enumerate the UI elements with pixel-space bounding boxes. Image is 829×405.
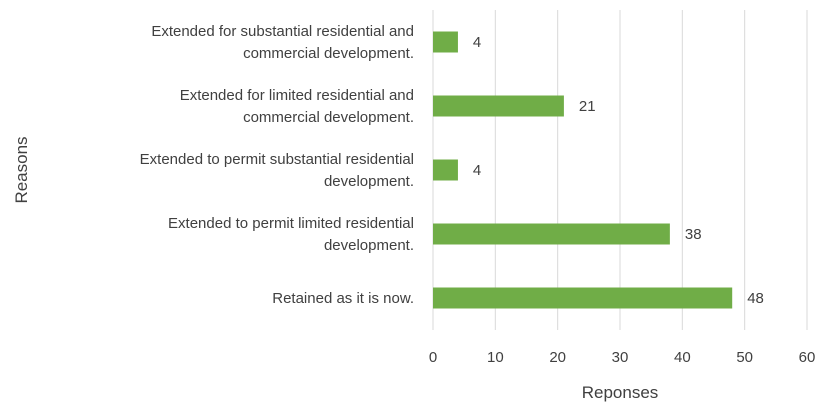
category-label: commercial development. bbox=[243, 45, 414, 62]
bar bbox=[433, 159, 458, 181]
x-tick-label: 0 bbox=[429, 349, 437, 366]
bar bbox=[433, 287, 733, 309]
y-axis-title: Reasons bbox=[12, 136, 31, 203]
data-label: 38 bbox=[685, 226, 702, 243]
x-tick-label: 30 bbox=[612, 349, 629, 366]
x-tick-labels: 0 10 20 30 40 50 60 bbox=[429, 349, 816, 366]
x-tick-label: 60 bbox=[799, 349, 816, 366]
data-label: 4 bbox=[473, 162, 481, 179]
data-labels: 4 21 4 38 48 bbox=[473, 34, 764, 307]
bar bbox=[433, 95, 564, 117]
category-label: Extended to permit substantial residenti… bbox=[140, 151, 414, 168]
x-tick-label: 20 bbox=[549, 349, 566, 366]
category-label: Extended for substantial residential and bbox=[151, 23, 414, 40]
data-label: 4 bbox=[473, 34, 481, 51]
x-tick-label: 10 bbox=[487, 349, 504, 366]
gridlines bbox=[432, 10, 808, 330]
data-label: 21 bbox=[579, 98, 596, 115]
bar bbox=[433, 31, 458, 53]
bars bbox=[433, 31, 733, 309]
x-tick-label: 40 bbox=[674, 349, 691, 366]
category-label: commercial development. bbox=[243, 109, 414, 126]
bar bbox=[433, 223, 670, 245]
x-axis-title: Reponses bbox=[582, 383, 659, 402]
data-label: 48 bbox=[747, 290, 764, 307]
category-label: Extended to permit limited residential bbox=[168, 215, 414, 232]
x-tick-label: 50 bbox=[736, 349, 753, 366]
category-label: Retained as it is now. bbox=[272, 290, 414, 307]
category-label: Extended for limited residential and bbox=[180, 87, 414, 104]
category-label: development. bbox=[324, 173, 414, 190]
category-labels: Extended for substantial residential and… bbox=[140, 23, 414, 307]
category-label: development. bbox=[324, 237, 414, 254]
